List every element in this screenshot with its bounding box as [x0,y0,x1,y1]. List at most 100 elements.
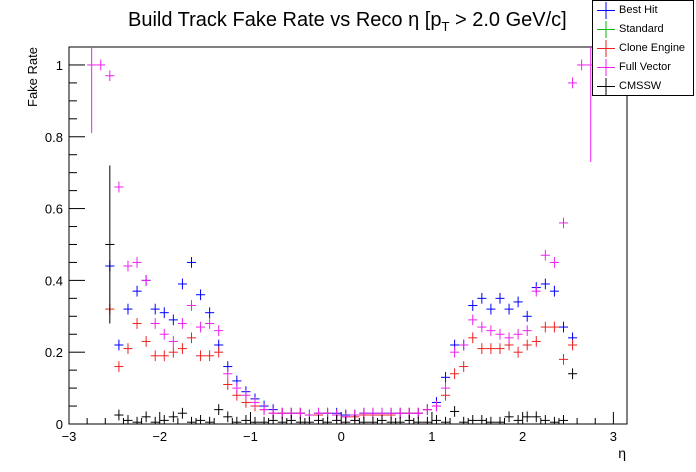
legend-marker-icon [597,40,615,57]
data-point [159,350,169,362]
data-point [422,416,432,424]
data-point [141,411,151,423]
data-point [450,406,460,417]
plot-frame [68,46,628,425]
data-point [168,411,178,423]
series-cmssw [105,165,578,424]
data-point [558,217,569,229]
data-point [540,278,550,290]
data-point [377,415,387,424]
data-point [105,70,115,82]
data-point [268,415,278,424]
data-point [205,416,215,424]
data-point [123,260,133,272]
data-point [368,416,378,424]
data-point [232,416,242,424]
legend-label: Clone Engine [619,42,686,54]
data-point [177,407,187,419]
x-tick-label: 0 [338,429,345,444]
data-point [277,416,287,424]
x-tick-label: 2 [519,429,526,444]
data-point [159,415,169,424]
data-point [486,416,496,424]
data-point [114,181,124,193]
data-point [568,368,578,380]
data-point [132,318,142,329]
data-point [431,400,441,412]
data-point [196,289,206,301]
data-point [568,77,578,89]
data-point [522,325,532,337]
data-point [431,415,441,424]
data-point [450,346,460,358]
legend-marker-icon [597,2,615,19]
x-tick-label: 3 [610,429,617,444]
legend-item-cmssw: CMSSW [593,77,693,96]
data-point [531,336,541,347]
data-point [186,300,197,311]
data-point [286,415,296,424]
data-point [549,285,559,297]
x-tick-label: −1 [243,429,258,444]
data-point [549,257,559,268]
data-point [459,339,469,351]
data-point [232,382,242,394]
data-point [313,415,324,424]
data-point [441,382,451,394]
data-point [223,379,233,390]
data-point [531,411,541,423]
series-best-hit [105,257,578,421]
data-point [114,409,124,421]
legend-label: CMSSW [619,80,662,92]
data-point [177,343,187,354]
data-point [141,336,151,347]
data-point [531,285,541,297]
data-point [186,257,197,268]
data-point [150,350,160,362]
data-point [223,411,233,423]
data-point [214,325,224,337]
data-point [495,416,505,424]
x-tick-label: −3 [62,429,77,444]
data-point [522,411,532,423]
data-point [168,314,178,326]
legend-item-clone-engine: Clone Engine [593,39,693,58]
data-point [323,416,333,424]
data-point [504,303,514,315]
data-point [513,346,523,358]
y-tick-label: 0.6 [45,202,63,217]
data-point [259,404,269,416]
data-point [477,292,487,304]
legend-marker-icon [597,59,615,76]
data-point [304,416,314,424]
data-point [114,339,124,351]
data-point [540,249,550,261]
data-point [196,350,206,362]
data-point [513,415,523,424]
data-point [214,346,224,358]
data-point [150,318,160,329]
data-point [540,415,550,424]
data-point [350,415,360,424]
y-tick-label: 1 [56,58,63,73]
data-point [132,285,142,297]
data-point [495,292,505,304]
legend-item-full-vector: Full Vector [593,58,693,77]
data-point [141,274,151,286]
data-point [105,165,115,324]
data-point [96,59,106,71]
data-point [486,343,496,354]
data-point [495,328,505,340]
data-point [522,339,532,351]
data-point [477,415,487,424]
data-point [205,318,215,329]
legend-item-standard: Standard [593,20,693,39]
data-point [513,328,523,340]
data-point [123,303,133,315]
legend-label: Best Hit [619,4,658,16]
data-point [504,332,514,344]
data-point [441,416,451,424]
plot-border [68,46,628,425]
y-axis-label: Fake Rate [25,47,40,107]
